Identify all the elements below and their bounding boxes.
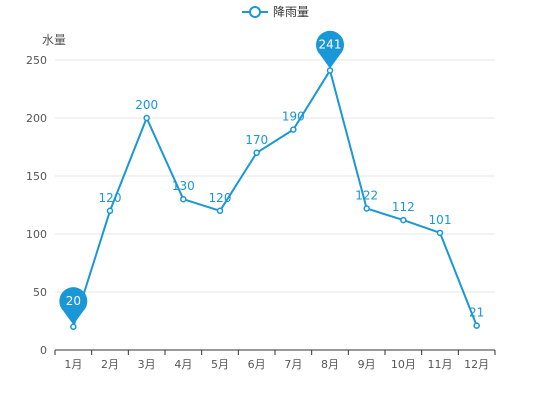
x-tick-label: 8月: [321, 358, 339, 371]
data-label: 21: [469, 306, 484, 320]
data-label: 170: [245, 133, 268, 147]
data-point[interactable]: [436, 229, 444, 237]
x-axis: 1月 2月 3月 4月 5月 6月 7月 8月 9月 10月 11月 12月: [54, 349, 496, 371]
data-label: 200: [135, 98, 158, 112]
data-point[interactable]: [253, 149, 260, 157]
data-point[interactable]: [473, 322, 480, 329]
extreme-marker-pin[interactable]: 20: [59, 287, 88, 325]
x-tick-label: 6月: [248, 358, 266, 371]
legend[interactable]: 降雨量: [242, 5, 309, 19]
data-point[interactable]: [326, 67, 334, 74]
data-point[interactable]: [216, 207, 224, 215]
data-point[interactable]: [363, 205, 370, 212]
data-label: 112: [392, 200, 415, 214]
pin-shape: [59, 287, 88, 325]
x-tick-label: 10月: [391, 358, 416, 371]
y-tick-label: 200: [26, 112, 47, 125]
y-axis: 0 50 100 150 200 250: [26, 54, 47, 357]
y-tick-label: 250: [26, 54, 47, 67]
legend-marker-icon: [249, 6, 261, 18]
data-label: 130: [172, 179, 195, 193]
series-plot: [70, 67, 480, 331]
legend-label: 降雨量: [273, 5, 309, 19]
data-point[interactable]: [106, 207, 114, 215]
extreme-marker-pin[interactable]: 241: [316, 30, 345, 69]
y-tick-label: 150: [26, 170, 47, 183]
data-point[interactable]: [143, 114, 150, 122]
extreme-markers: 20 241: [59, 30, 345, 325]
data-point[interactable]: [180, 195, 187, 203]
x-tick-label: 7月: [284, 358, 302, 371]
x-tick-label: 12月: [464, 358, 489, 371]
data-point[interactable]: [70, 323, 77, 331]
series-line: [72, 69, 478, 328]
data-label: 190: [282, 110, 305, 124]
x-tick-label: 5月: [211, 358, 229, 371]
pin-label: 241: [319, 37, 342, 51]
data-label: 120: [99, 191, 122, 205]
x-tick-label: 4月: [174, 358, 192, 371]
x-tick-label: 2月: [101, 358, 119, 371]
y-tick-label: 50: [33, 286, 47, 299]
y-tick-label: 0: [40, 344, 47, 357]
pin-shape: [316, 30, 345, 69]
data-label: 120: [209, 191, 232, 205]
x-tick-label: 3月: [138, 358, 156, 371]
grid: [55, 59, 495, 293]
pin-label: 20: [66, 294, 81, 308]
x-tick-label: 11月: [428, 358, 453, 371]
data-labels: 120 200 130 120 170 190 122 112 101 21: [99, 98, 485, 320]
y-axis-label: 水量: [42, 33, 66, 47]
x-tick-label: 1月: [64, 358, 82, 371]
data-point[interactable]: [290, 126, 297, 133]
x-tick-label: 9月: [358, 358, 376, 371]
data-point[interactable]: [400, 216, 407, 224]
data-label: 101: [429, 213, 452, 227]
y-tick-label: 100: [26, 228, 47, 241]
data-label: 122: [355, 188, 378, 202]
